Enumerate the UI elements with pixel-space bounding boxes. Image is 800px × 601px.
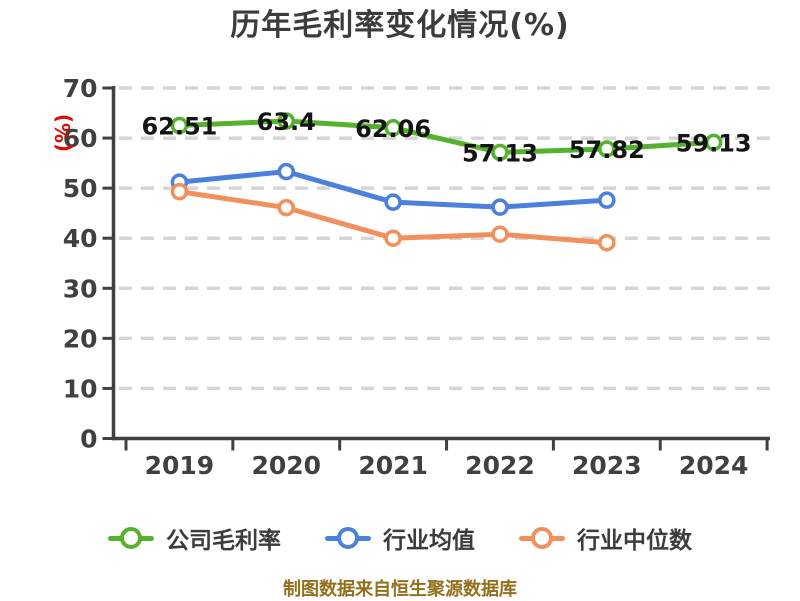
company-gross-margin-value-label: 57.82 — [569, 136, 645, 164]
x-tick-label: 2021 — [358, 451, 428, 480]
industry-average-point — [491, 198, 509, 216]
industry-average-point — [277, 162, 296, 181]
industry-median-point — [384, 229, 402, 247]
industry-median-point — [277, 198, 296, 217]
y-tick-label: 50 — [63, 174, 98, 203]
point-marker-icon — [120, 527, 142, 549]
industry-average-point — [598, 191, 616, 209]
y-tick-label: 20 — [63, 324, 98, 353]
company-gross-margin-line — [176, 118, 717, 155]
point-marker-icon — [531, 527, 553, 549]
y-tick-label: 0 — [80, 425, 97, 454]
company-gross-margin-point — [598, 140, 616, 158]
company-gross-margin-value-label: 62.51 — [141, 113, 217, 141]
legend-label-industry-average: 行业均值 — [383, 528, 475, 554]
legend-label-company-gross-margin: 公司毛利率 — [166, 528, 281, 554]
data-source-note: 制图数据来自恒生聚源数据库 — [283, 579, 517, 600]
y-tick-label: 40 — [63, 224, 98, 253]
y-axis-unit-label: (%) — [51, 114, 75, 152]
chart-title: 历年毛利率变化情况(%) — [230, 8, 570, 43]
company-gross-margin-point — [277, 112, 296, 130]
industry-average-line-marker-icon — [325, 527, 371, 549]
company-gross-margin-value-label: 59.13 — [676, 129, 752, 157]
y-tick-label: 10 — [63, 374, 98, 403]
company-gross-margin-line-marker-icon — [108, 527, 154, 549]
x-tick-label: 2023 — [572, 451, 642, 480]
company-gross-margin-point — [170, 116, 189, 135]
industry-median-point — [170, 182, 189, 201]
industry-median-line-marker-icon — [519, 527, 565, 549]
company-gross-margin-value-label: 63.4 — [257, 108, 316, 136]
company-gross-margin-point — [384, 119, 402, 137]
industry-average-point — [384, 193, 402, 211]
legend: 公司毛利率 行业均值 行业中位数 — [0, 516, 800, 560]
industry-median-point — [598, 233, 616, 252]
legend-item-company-gross-margin: 公司毛利率 — [108, 521, 281, 555]
x-tick-label: 2019 — [145, 451, 215, 480]
company-gross-margin-value-label: 57.13 — [462, 139, 538, 167]
x-tick-label: 2022 — [465, 451, 535, 480]
x-tick-label: 2020 — [251, 451, 321, 480]
industry-median-point — [491, 225, 509, 243]
company-gross-margin-value-label: 62.06 — [355, 115, 431, 143]
x-tick-label: 2024 — [679, 451, 749, 480]
legend-label-industry-median: 行业中位数 — [577, 528, 692, 554]
y-tick-label: 30 — [63, 274, 98, 303]
y-tick-label: 60 — [63, 124, 98, 153]
legend-item-industry-median: 行业中位数 — [519, 521, 692, 555]
legend-item-industry-average: 行业均值 — [325, 521, 475, 555]
y-tick-label: 70 — [63, 74, 98, 103]
company-gross-margin-point — [491, 143, 509, 162]
point-marker-icon — [337, 527, 359, 549]
company-gross-margin-point — [704, 133, 723, 152]
